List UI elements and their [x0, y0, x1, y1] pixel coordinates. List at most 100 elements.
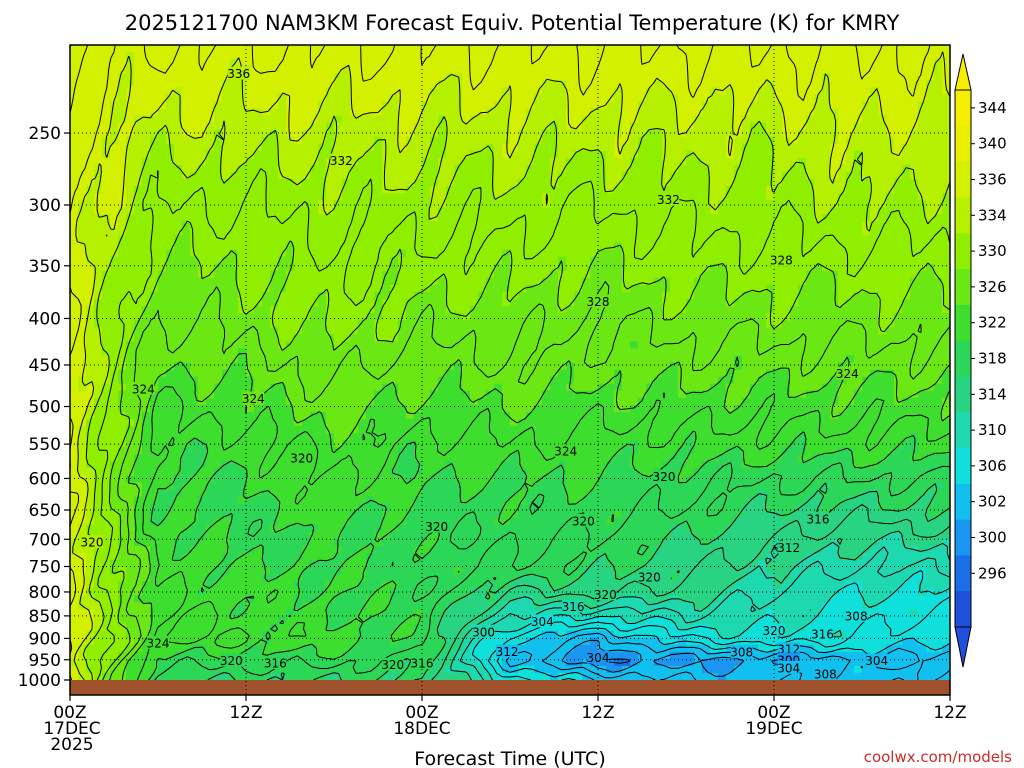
field-cell [358, 426, 367, 434]
field-cell [366, 560, 375, 568]
field-cell [502, 369, 511, 378]
field-cell [174, 581, 183, 589]
field-cell [462, 595, 471, 603]
field-cell [414, 524, 423, 533]
field-cell [222, 538, 231, 547]
field-cell [382, 489, 391, 498]
field-cell [478, 383, 487, 392]
field-cell [70, 136, 79, 145]
field-cell [270, 574, 279, 582]
field-cell [398, 256, 407, 265]
field-cell [334, 313, 343, 321]
field-cell [182, 291, 191, 300]
field-cell [86, 609, 95, 618]
field-cell [294, 59, 303, 67]
field-cell [182, 341, 191, 349]
field-cell [502, 94, 511, 103]
field-cell [462, 179, 471, 187]
field-cell [390, 538, 399, 547]
field-cell [190, 616, 199, 625]
field-cell [486, 383, 495, 392]
field-cell [102, 658, 111, 667]
field-cell [406, 341, 415, 349]
field-cell [214, 433, 223, 441]
field-cell [462, 327, 471, 335]
field-cell [310, 475, 319, 484]
field-cell [366, 510, 375, 519]
field-cell [182, 115, 191, 124]
field-cell [446, 503, 455, 512]
field-cell [390, 277, 399, 286]
field-cell [390, 595, 399, 603]
field-cell [126, 52, 135, 60]
field-cell [134, 503, 143, 512]
field-cell [374, 115, 383, 124]
field-cell [238, 270, 247, 279]
field-cell [126, 270, 135, 279]
field-cell [382, 397, 391, 406]
field-cell [342, 433, 351, 441]
field-cell [126, 553, 135, 561]
field-cell [150, 475, 159, 484]
field-cell [454, 553, 463, 561]
field-cell [446, 418, 455, 427]
field-cell [486, 390, 495, 399]
field-cell [454, 320, 463, 328]
field-cell [78, 228, 87, 237]
field-cell [134, 320, 143, 328]
field-cell [238, 595, 247, 603]
field-cell [246, 143, 255, 152]
field-cell [318, 200, 327, 208]
field-cell [374, 602, 383, 611]
field-cell [454, 157, 463, 166]
field-cell [246, 115, 255, 124]
field-cell [102, 475, 111, 484]
field-cell [454, 447, 463, 455]
field-cell [358, 136, 367, 145]
field-cell [230, 553, 239, 561]
field-cell [182, 94, 191, 103]
field-cell [494, 418, 503, 427]
field-cell [118, 651, 127, 660]
field-cell [198, 447, 207, 455]
field-cell [326, 517, 335, 526]
field-cell [390, 136, 399, 145]
field-cell [446, 186, 455, 194]
field-cell [230, 101, 239, 110]
field-cell [342, 235, 351, 244]
field-cell [502, 538, 511, 547]
field-cell [182, 157, 191, 166]
field-cell [334, 228, 343, 237]
field-cell [286, 172, 295, 180]
field-cell [174, 66, 183, 74]
field-cell [222, 609, 231, 618]
field-cell [286, 447, 295, 455]
field-cell [94, 560, 103, 568]
field-cell [214, 517, 223, 526]
field-cell [294, 66, 303, 74]
field-cell [78, 299, 87, 307]
field-cell [470, 637, 479, 646]
field-cell [342, 538, 351, 547]
field-cell [350, 397, 359, 406]
field-cell [294, 524, 303, 533]
field-cell [422, 242, 431, 251]
field-cell [270, 80, 279, 88]
field-cell [142, 503, 151, 512]
field-cell [190, 164, 199, 173]
field-cell [78, 447, 87, 455]
field-cell [254, 418, 263, 427]
field-cell [302, 235, 311, 244]
field-cell [390, 454, 399, 462]
field-cell [158, 531, 167, 540]
field-cell [254, 256, 263, 265]
field-cell [270, 221, 279, 230]
field-cell [262, 545, 271, 554]
field-cell [174, 595, 183, 603]
field-cell [334, 256, 343, 265]
field-cell [166, 80, 175, 88]
field-cell [366, 66, 375, 74]
field-cell [438, 235, 447, 244]
field-cell [142, 489, 151, 498]
field-cell [70, 334, 79, 342]
